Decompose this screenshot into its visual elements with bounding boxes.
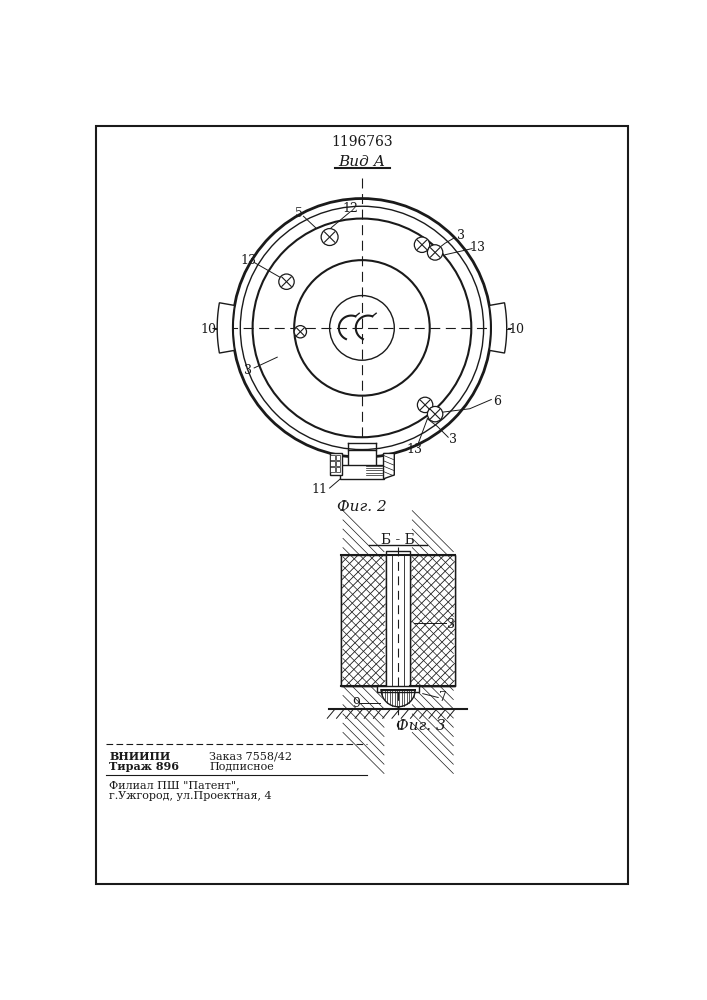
Polygon shape [381, 690, 415, 707]
Text: Подписное: Подписное [209, 761, 274, 771]
Circle shape [240, 206, 484, 450]
Text: Филиал ПШ "Патент",: Филиал ПШ "Патент", [110, 781, 240, 791]
Text: 7: 7 [439, 691, 447, 704]
Bar [329, 453, 342, 475]
Text: ВНИИПИ: ВНИИПИ [110, 751, 170, 762]
Polygon shape [217, 303, 235, 353]
Bar [341, 555, 386, 686]
Bar [378, 686, 419, 692]
Bar [341, 555, 386, 686]
Bar [340, 465, 383, 479]
Circle shape [321, 229, 338, 246]
Circle shape [279, 274, 294, 289]
Text: 10: 10 [200, 323, 216, 336]
Text: Вид А: Вид А [339, 155, 385, 169]
Text: 5: 5 [295, 207, 303, 220]
Bar [411, 555, 455, 686]
Text: 6: 6 [493, 395, 501, 408]
Text: 13: 13 [469, 241, 486, 254]
Circle shape [414, 237, 430, 252]
Text: Заказ 7558/42: Заказ 7558/42 [209, 751, 293, 761]
Bar [336, 461, 340, 466]
Polygon shape [489, 303, 507, 353]
Text: 12: 12 [342, 202, 358, 215]
Bar [386, 551, 411, 701]
Circle shape [252, 219, 472, 437]
Text: Фиг. 2: Фиг. 2 [337, 500, 387, 514]
Bar [336, 467, 340, 472]
Circle shape [428, 245, 443, 260]
Text: 10: 10 [508, 323, 524, 336]
Circle shape [233, 199, 491, 457]
Polygon shape [383, 453, 395, 479]
Text: Б - Б: Б - Б [381, 533, 415, 547]
Text: 9: 9 [352, 697, 360, 710]
Bar [330, 455, 335, 460]
Text: 3: 3 [244, 364, 252, 377]
Circle shape [417, 397, 433, 413]
Text: 11: 11 [312, 483, 327, 496]
Text: 3: 3 [447, 618, 455, 631]
Text: 13: 13 [240, 254, 256, 267]
Bar [330, 467, 335, 472]
Bar [336, 455, 340, 460]
Text: Фиг. 3: Фиг. 3 [397, 719, 446, 733]
Bar [348, 450, 376, 466]
Circle shape [294, 326, 307, 338]
Text: Тираж 896: Тираж 896 [110, 761, 180, 772]
Circle shape [428, 406, 443, 422]
Circle shape [329, 296, 395, 360]
Circle shape [294, 260, 430, 396]
Text: 3: 3 [449, 433, 457, 446]
Bar [411, 555, 455, 686]
Text: 13: 13 [407, 443, 422, 456]
Text: 3: 3 [457, 229, 464, 242]
Bar [330, 461, 335, 466]
Text: г.Ужгород, ул.Проектная, 4: г.Ужгород, ул.Проектная, 4 [110, 791, 272, 801]
Text: 1196763: 1196763 [331, 135, 393, 149]
